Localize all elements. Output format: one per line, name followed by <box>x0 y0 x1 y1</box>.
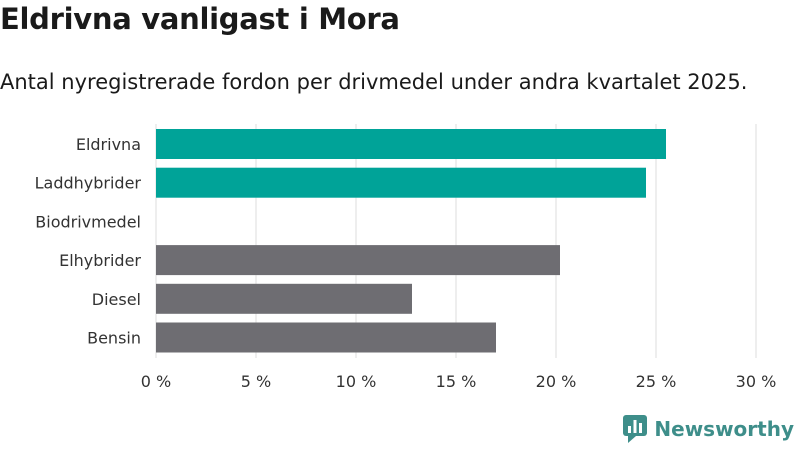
bar <box>156 245 560 276</box>
newsworthy-logo-icon <box>623 415 648 443</box>
bar <box>156 129 666 159</box>
x-tick-label: 0 % <box>141 372 171 391</box>
category-labels: Eldrivna Laddhybrider Biodrivmedel Elhybrid… <box>35 135 142 348</box>
chart-title: Eldrivna vanligast i Mora <box>0 2 400 36</box>
x-tick-label: 20 % <box>536 372 577 391</box>
newsworthy-logo-text: Newsworthy <box>654 417 794 441</box>
bar <box>156 322 496 353</box>
category-label: Biodrivmedel <box>35 212 141 231</box>
newsworthy-logo: Newsworthy <box>622 414 794 444</box>
x-tick-label: 25 % <box>636 372 677 391</box>
bar <box>156 167 646 198</box>
bars <box>156 129 666 353</box>
x-tick-label: 15 % <box>436 372 477 391</box>
category-label: Eldrivna <box>76 135 141 154</box>
x-tick-label: 30 % <box>736 372 777 391</box>
category-label: Elhybrider <box>59 251 141 270</box>
x-tick-label: 10 % <box>336 372 377 391</box>
chart-subtitle: Antal nyregistrerade fordon per drivmede… <box>0 70 748 94</box>
category-label: Laddhybrider <box>35 174 142 193</box>
category-label: Bensin <box>87 329 141 348</box>
bar-chart: Eldrivna Laddhybrider Biodrivmedel Elhybrid… <box>35 124 777 391</box>
bar <box>156 283 412 314</box>
x-tick-label: 5 % <box>241 372 271 391</box>
x-axis-ticks: 0 % 5 % 10 % 15 % 20 % 25 % 30 % <box>141 372 777 391</box>
category-label: Diesel <box>92 290 141 309</box>
grid-lines <box>155 124 757 358</box>
